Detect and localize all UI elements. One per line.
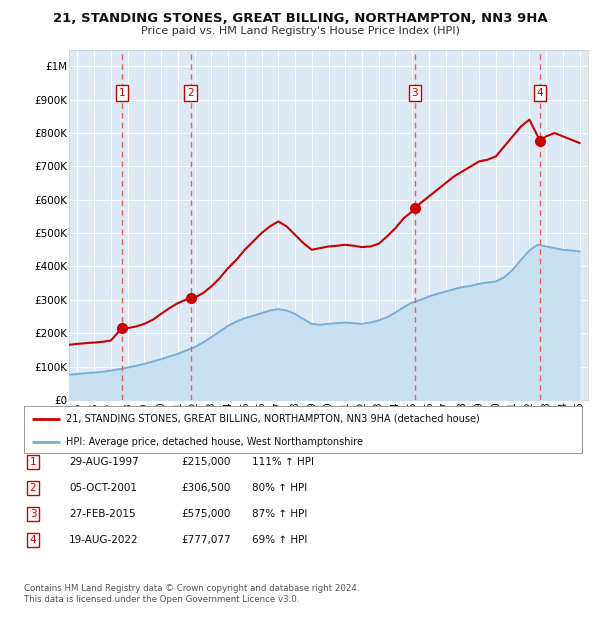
Text: 1: 1: [119, 88, 125, 98]
Text: Contains HM Land Registry data © Crown copyright and database right 2024.: Contains HM Land Registry data © Crown c…: [24, 584, 359, 593]
Text: 05-OCT-2001: 05-OCT-2001: [69, 483, 137, 493]
Text: 2: 2: [29, 483, 37, 493]
Text: This data is licensed under the Open Government Licence v3.0.: This data is licensed under the Open Gov…: [24, 595, 299, 604]
Text: 2: 2: [187, 88, 194, 98]
Text: 3: 3: [29, 509, 37, 519]
Text: 3: 3: [412, 88, 418, 98]
Text: 19-AUG-2022: 19-AUG-2022: [69, 535, 139, 545]
Text: 1: 1: [29, 457, 37, 467]
Text: 21, STANDING STONES, GREAT BILLING, NORTHAMPTON, NN3 9HA: 21, STANDING STONES, GREAT BILLING, NORT…: [53, 12, 547, 25]
Text: £306,500: £306,500: [182, 483, 231, 493]
Text: £575,000: £575,000: [182, 509, 231, 519]
Text: £215,000: £215,000: [182, 457, 231, 467]
Text: 69% ↑ HPI: 69% ↑ HPI: [252, 535, 307, 545]
Text: 21, STANDING STONES, GREAT BILLING, NORTHAMPTON, NN3 9HA (detached house): 21, STANDING STONES, GREAT BILLING, NORT…: [66, 414, 479, 423]
Text: Price paid vs. HM Land Registry's House Price Index (HPI): Price paid vs. HM Land Registry's House …: [140, 26, 460, 36]
Text: 4: 4: [536, 88, 543, 98]
Text: HPI: Average price, detached house, West Northamptonshire: HPI: Average price, detached house, West…: [66, 437, 363, 448]
Text: 27-FEB-2015: 27-FEB-2015: [69, 509, 136, 519]
Text: 4: 4: [29, 535, 37, 545]
Text: 80% ↑ HPI: 80% ↑ HPI: [252, 483, 307, 493]
Text: 111% ↑ HPI: 111% ↑ HPI: [252, 457, 314, 467]
Text: 29-AUG-1997: 29-AUG-1997: [69, 457, 139, 467]
Text: 87% ↑ HPI: 87% ↑ HPI: [252, 509, 307, 519]
Text: £777,077: £777,077: [181, 535, 231, 545]
